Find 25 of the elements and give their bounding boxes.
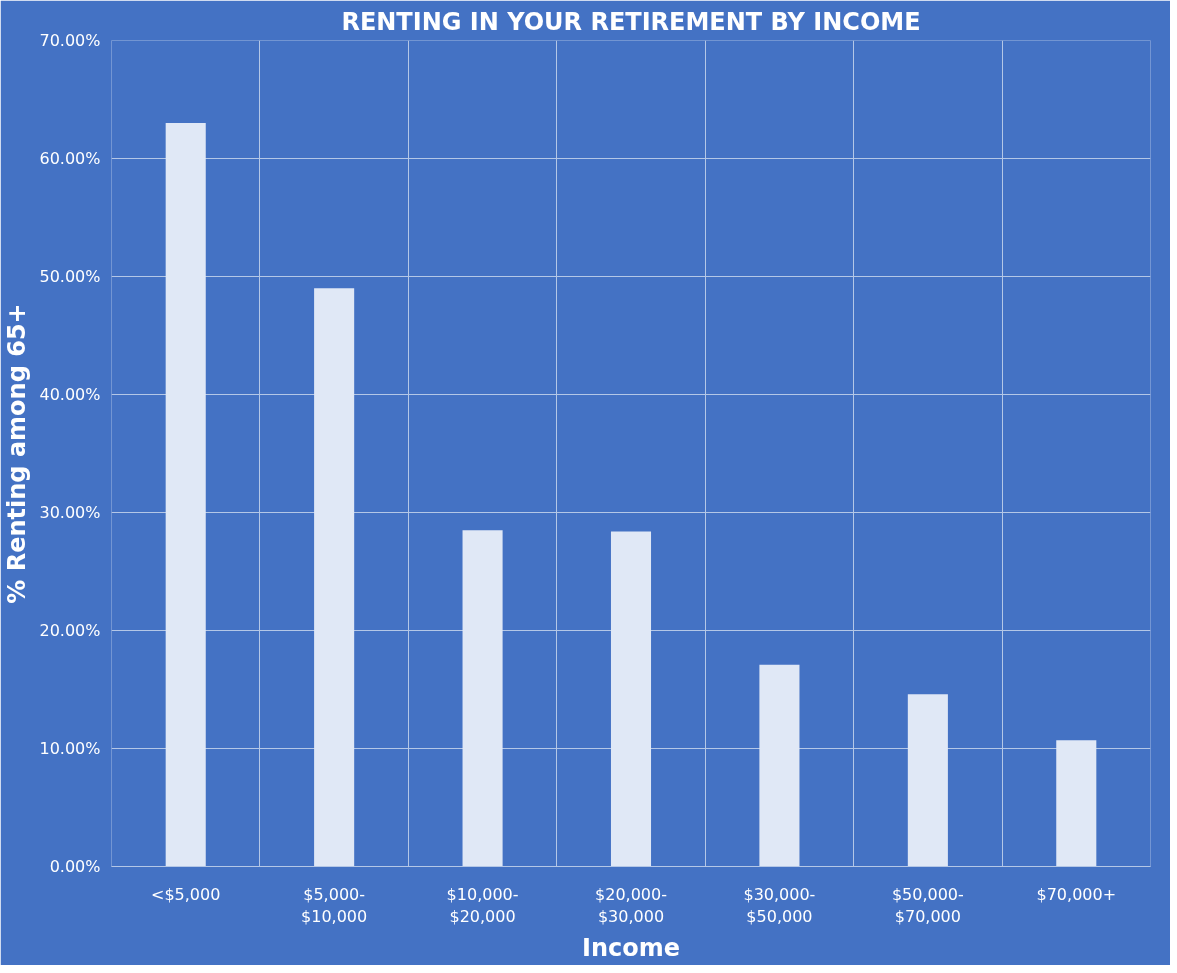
y-tick-label: 30.00% — [39, 503, 101, 522]
y-tick-label: 0.00% — [49, 857, 101, 876]
y-axis-title: % Renting among 65+ — [3, 303, 32, 604]
y-tick-label: 10.00% — [39, 739, 101, 758]
x-tick-label: $50,000- $70,000 — [891, 884, 964, 927]
bar — [610, 531, 652, 867]
bar — [759, 664, 800, 867]
x-tick-label: $20,000- $30,000 — [595, 884, 667, 927]
x-axis-title: Income — [581, 934, 681, 963]
bar — [165, 123, 206, 867]
x-tick-label: $30,000- $50,000 — [743, 884, 816, 927]
bar — [462, 530, 503, 867]
x-tick-label: <$5,000 — [151, 884, 221, 904]
y-tick-label: 60.00% — [39, 149, 101, 168]
bar — [314, 288, 355, 867]
chart-title: RENTING IN YOUR RETIREMENT BY INCOME — [341, 7, 921, 36]
y-tick-label: 20.00% — [39, 621, 101, 640]
y-tick-label: 70.00% — [39, 31, 101, 50]
x-tick-label: $5,000- $10,000 — [301, 884, 368, 927]
x-tick-label: $70,000+ — [1036, 884, 1117, 904]
y-tick-label: 50.00% — [39, 267, 101, 286]
y-tick-label: 40.00% — [39, 385, 101, 404]
bar — [907, 694, 948, 867]
bar — [1056, 740, 1097, 867]
x-tick-label: $10,000- $20,000 — [446, 884, 519, 927]
